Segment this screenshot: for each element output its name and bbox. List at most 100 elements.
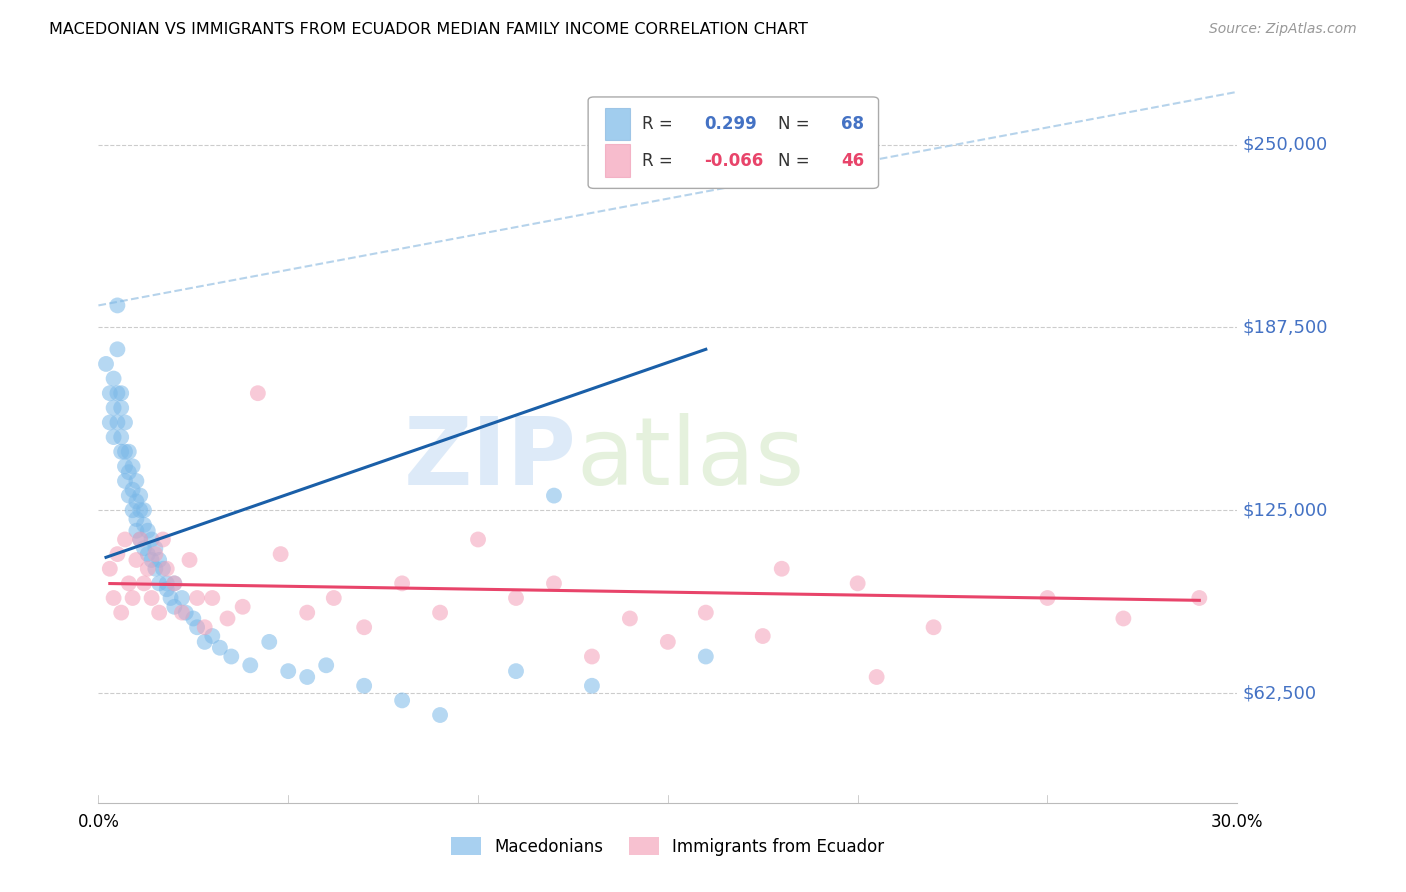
Point — [429, 606, 451, 620]
Point — [353, 620, 375, 634]
Point — [179, 553, 201, 567]
Point — [297, 606, 319, 620]
Point — [391, 693, 413, 707]
Point — [159, 591, 181, 605]
Point — [163, 599, 186, 614]
Point — [922, 620, 945, 634]
Point — [1188, 591, 1211, 605]
Legend: Macedonians, Immigrants from Ecuador: Macedonians, Immigrants from Ecuador — [443, 830, 893, 864]
Point — [121, 483, 143, 497]
Point — [183, 611, 205, 625]
Point — [186, 591, 208, 605]
Point — [543, 489, 565, 503]
Point — [114, 444, 136, 458]
Text: 0.299: 0.299 — [704, 115, 756, 133]
Point — [110, 401, 132, 415]
Point — [107, 547, 129, 561]
Point — [246, 386, 269, 401]
Text: 68: 68 — [841, 115, 863, 133]
Point — [114, 533, 136, 547]
Point — [114, 416, 136, 430]
Point — [174, 606, 197, 620]
Point — [98, 562, 121, 576]
Point — [467, 533, 489, 547]
Point — [110, 386, 132, 401]
Point — [132, 503, 155, 517]
Point — [114, 459, 136, 474]
Point — [277, 664, 299, 678]
Point — [163, 576, 186, 591]
FancyBboxPatch shape — [605, 108, 630, 140]
Point — [121, 459, 143, 474]
Text: R =: R = — [641, 152, 678, 169]
Point — [129, 489, 152, 503]
Point — [125, 524, 148, 538]
Point — [125, 474, 148, 488]
Point — [297, 670, 319, 684]
Point — [136, 562, 159, 576]
Point — [125, 494, 148, 508]
Point — [121, 591, 143, 605]
Point — [103, 371, 125, 385]
Point — [129, 533, 152, 547]
Point — [846, 576, 869, 591]
Point — [132, 576, 155, 591]
Point — [148, 606, 170, 620]
Point — [695, 606, 717, 620]
Point — [232, 599, 254, 614]
Point — [132, 541, 155, 556]
Text: $125,000: $125,000 — [1243, 501, 1329, 519]
Point — [186, 620, 208, 634]
Text: 46: 46 — [841, 152, 865, 169]
Point — [1036, 591, 1059, 605]
Point — [156, 576, 179, 591]
Point — [107, 386, 129, 401]
Point — [118, 576, 141, 591]
Point — [770, 562, 793, 576]
Point — [110, 430, 132, 444]
Text: atlas: atlas — [576, 413, 806, 505]
Point — [866, 670, 889, 684]
Point — [208, 640, 231, 655]
Point — [148, 553, 170, 567]
Point — [581, 649, 603, 664]
Point — [145, 541, 167, 556]
Point — [103, 591, 125, 605]
Point — [201, 629, 224, 643]
Text: $62,500: $62,500 — [1243, 684, 1317, 702]
Point — [163, 576, 186, 591]
Point — [118, 489, 141, 503]
Point — [619, 611, 641, 625]
Text: N =: N = — [779, 115, 815, 133]
Point — [107, 416, 129, 430]
Text: MACEDONIAN VS IMMIGRANTS FROM ECUADOR MEDIAN FAMILY INCOME CORRELATION CHART: MACEDONIAN VS IMMIGRANTS FROM ECUADOR ME… — [49, 22, 808, 37]
Point — [156, 562, 179, 576]
Point — [129, 533, 152, 547]
Point — [110, 444, 132, 458]
Point — [125, 512, 148, 526]
Point — [152, 533, 174, 547]
Point — [505, 591, 527, 605]
Point — [391, 576, 413, 591]
Point — [110, 606, 132, 620]
Point — [259, 635, 281, 649]
Point — [125, 553, 148, 567]
Point — [132, 517, 155, 532]
Point — [103, 401, 125, 415]
Point — [581, 679, 603, 693]
Point — [322, 591, 344, 605]
Point — [118, 444, 141, 458]
Point — [353, 679, 375, 693]
Point — [194, 620, 217, 634]
Point — [94, 357, 117, 371]
Point — [98, 386, 121, 401]
Point — [1112, 611, 1135, 625]
Point — [103, 430, 125, 444]
Point — [152, 562, 174, 576]
Point — [194, 635, 217, 649]
Point — [107, 343, 129, 357]
Point — [752, 629, 775, 643]
Point — [695, 649, 717, 664]
Point — [145, 547, 167, 561]
Point — [145, 562, 167, 576]
